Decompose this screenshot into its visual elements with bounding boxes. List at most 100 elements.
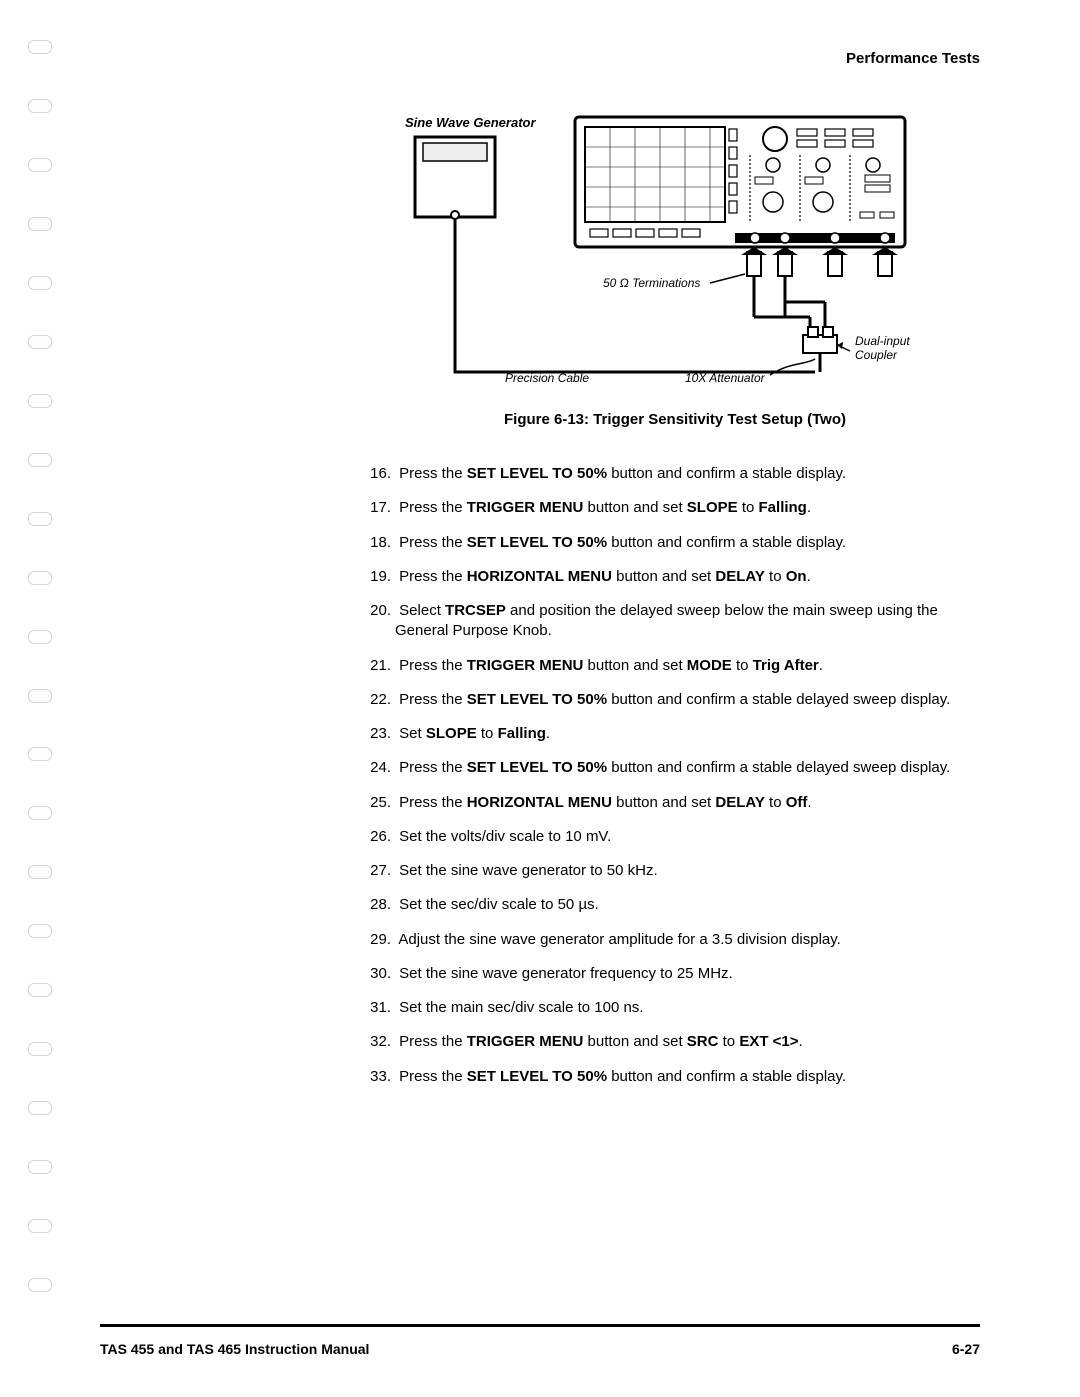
step-item: 18. Press the SET LEVEL TO 50% button an… — [365, 533, 985, 553]
bold-text: Falling — [759, 499, 807, 516]
bold-text: Falling — [498, 725, 546, 742]
step-item: 24. Press the SET LEVEL TO 50% button an… — [365, 758, 985, 778]
step-item: 32. Press the TRIGGER MENU button and se… — [365, 1032, 985, 1052]
binding-hole — [28, 1042, 52, 1056]
step-number: 28. — [365, 895, 391, 915]
step-number: 25. — [365, 793, 391, 813]
setup-diagram: Sine Wave Generator Precision Cable — [405, 107, 945, 397]
binding-hole — [28, 158, 52, 172]
bold-text: TRIGGER MENU — [467, 1033, 584, 1050]
bold-text: DELAY — [715, 568, 764, 585]
label-generator: Sine Wave Generator — [405, 115, 536, 130]
label-attenuator: 10X Attenuator — [685, 371, 766, 385]
binding-hole — [28, 453, 52, 467]
binding-hole — [28, 512, 52, 526]
header-title: Performance Tests — [846, 50, 980, 67]
step-number: 21. — [365, 656, 391, 676]
step-item: 23. Set SLOPE to Falling. — [365, 724, 985, 744]
step-item: 25. Press the HORIZONTAL MENU button and… — [365, 793, 985, 813]
bold-text: HORIZONTAL MENU — [467, 568, 612, 585]
step-number: 27. — [365, 861, 391, 881]
step-number: 17. — [365, 498, 391, 518]
binding-hole — [28, 924, 52, 938]
bold-text: TRIGGER MENU — [467, 499, 584, 516]
bold-text: SLOPE — [426, 725, 477, 742]
bold-text: On — [786, 568, 807, 585]
binding-hole — [28, 747, 52, 761]
binding-hole — [28, 276, 52, 290]
step-number: 29. — [365, 930, 391, 950]
step-item: 22. Press the SET LEVEL TO 50% button an… — [365, 690, 985, 710]
step-number: 30. — [365, 964, 391, 984]
binding-hole — [28, 865, 52, 879]
bold-text: DELAY — [715, 794, 764, 811]
binding-hole — [28, 1101, 52, 1115]
footer-right: 6-27 — [952, 1341, 980, 1357]
bold-text: MODE — [687, 657, 732, 674]
binding-hole — [28, 571, 52, 585]
binding-hole — [28, 1219, 52, 1233]
step-item: 16. Press the SET LEVEL TO 50% button an… — [365, 464, 985, 484]
step-number: 20. — [365, 601, 391, 621]
footer: TAS 455 and TAS 465 Instruction Manual 6… — [100, 1341, 980, 1357]
figure-caption: Figure 6-13: Trigger Sensitivity Test Se… — [365, 411, 985, 428]
steps-list: 16. Press the SET LEVEL TO 50% button an… — [365, 464, 985, 1087]
step-item: 19. Press the HORIZONTAL MENU button and… — [365, 567, 985, 587]
step-item: 31. Set the main sec/div scale to 100 ns… — [365, 998, 985, 1018]
step-number: 33. — [365, 1067, 391, 1087]
step-item: 21. Press the TRIGGER MENU button and se… — [365, 656, 985, 676]
step-item: 29. Adjust the sine wave generator ampli… — [365, 930, 985, 950]
bold-text: SRC — [687, 1033, 719, 1050]
step-number: 31. — [365, 998, 391, 1018]
label-coupler-1: Dual-input — [855, 334, 910, 348]
bold-text: SET LEVEL TO 50% — [467, 534, 607, 551]
step-number: 19. — [365, 567, 391, 587]
binding-hole — [28, 335, 52, 349]
page-header: Performance Tests — [100, 50, 980, 67]
bold-text: SET LEVEL TO 50% — [467, 1068, 607, 1085]
bold-text: HORIZONTAL MENU — [467, 794, 612, 811]
bold-text: TRIGGER MENU — [467, 657, 584, 674]
bold-text: SET LEVEL TO 50% — [467, 691, 607, 708]
bold-text: EXT <1> — [739, 1033, 798, 1050]
binding-holes — [20, 40, 60, 1337]
binding-hole — [28, 394, 52, 408]
step-number: 24. — [365, 758, 391, 778]
bold-text: Off — [786, 794, 808, 811]
bold-text: TRCSEP — [445, 602, 506, 619]
footer-left: TAS 455 and TAS 465 Instruction Manual — [100, 1341, 369, 1357]
bold-text: SET LEVEL TO 50% — [467, 465, 607, 482]
step-item: 33. Press the SET LEVEL TO 50% button an… — [365, 1067, 985, 1087]
step-number: 32. — [365, 1032, 391, 1052]
binding-hole — [28, 40, 52, 54]
step-number: 26. — [365, 827, 391, 847]
bold-text: SLOPE — [687, 499, 738, 516]
step-number: 22. — [365, 690, 391, 710]
binding-hole — [28, 99, 52, 113]
bold-text: Trig After — [753, 657, 819, 674]
label-precision-cable: Precision Cable — [505, 371, 589, 385]
figure: Sine Wave Generator Precision Cable — [365, 107, 985, 428]
step-item: 28. Set the sec/div scale to 50 µs. — [365, 895, 985, 915]
binding-hole — [28, 1278, 52, 1292]
step-item: 27. Set the sine wave generator to 50 kH… — [365, 861, 985, 881]
binding-hole — [28, 1160, 52, 1174]
content-column: Sine Wave Generator Precision Cable — [365, 107, 985, 1087]
step-item: 17. Press the TRIGGER MENU button and se… — [365, 498, 985, 518]
step-item: 26. Set the volts/div scale to 10 mV. — [365, 827, 985, 847]
step-number: 18. — [365, 533, 391, 553]
step-item: 30. Set the sine wave generator frequenc… — [365, 964, 985, 984]
footer-rule — [100, 1324, 980, 1327]
step-item: 20. Select TRCSEP and position the delay… — [365, 601, 985, 642]
bold-text: SET LEVEL TO 50% — [467, 759, 607, 776]
binding-hole — [28, 630, 52, 644]
binding-hole — [28, 217, 52, 231]
step-number: 23. — [365, 724, 391, 744]
binding-hole — [28, 806, 52, 820]
page: Performance Tests Sine Wave Generator Pr… — [0, 0, 1080, 1397]
label-terminations: 50 Ω Terminations — [603, 276, 700, 290]
step-number: 16. — [365, 464, 391, 484]
binding-hole — [28, 983, 52, 997]
label-coupler-2: Coupler — [855, 348, 898, 362]
binding-hole — [28, 689, 52, 703]
